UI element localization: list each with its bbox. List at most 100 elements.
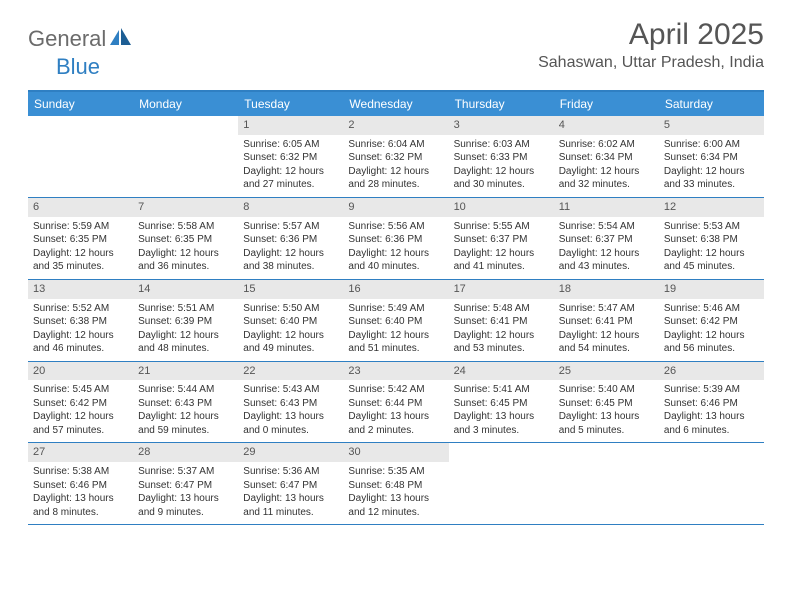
day-daylight1: Daylight: 12 hours <box>559 165 654 179</box>
day-daylight1: Daylight: 12 hours <box>138 329 233 343</box>
day-sunrise: Sunrise: 5:49 AM <box>348 302 443 316</box>
day-sunset: Sunset: 6:45 PM <box>454 397 549 411</box>
day-cell: 1Sunrise: 6:05 AMSunset: 6:32 PMDaylight… <box>238 116 343 197</box>
day-daylight2: and 54 minutes. <box>559 342 654 356</box>
day-sunset: Sunset: 6:34 PM <box>664 151 759 165</box>
day-daylight2: and 0 minutes. <box>243 424 338 438</box>
day-body: Sunrise: 5:37 AMSunset: 6:47 PMDaylight:… <box>133 462 238 524</box>
day-body: Sunrise: 5:38 AMSunset: 6:46 PMDaylight:… <box>28 462 133 524</box>
day-sunset: Sunset: 6:43 PM <box>243 397 338 411</box>
day-cell: 28Sunrise: 5:37 AMSunset: 6:47 PMDayligh… <box>133 443 238 524</box>
day-daylight2: and 3 minutes. <box>454 424 549 438</box>
weeks-container: 1Sunrise: 6:05 AMSunset: 6:32 PMDaylight… <box>28 116 764 525</box>
day-number: 16 <box>343 280 448 299</box>
day-sunset: Sunset: 6:39 PM <box>138 315 233 329</box>
day-number: 14 <box>133 280 238 299</box>
day-cell: 16Sunrise: 5:49 AMSunset: 6:40 PMDayligh… <box>343 280 448 361</box>
calendar-page: General April 2025 Sahaswan, Uttar Prade… <box>0 0 792 543</box>
day-sunset: Sunset: 6:43 PM <box>138 397 233 411</box>
day-cell: 22Sunrise: 5:43 AMSunset: 6:43 PMDayligh… <box>238 362 343 443</box>
title-block: April 2025 Sahaswan, Uttar Pradesh, Indi… <box>538 18 764 72</box>
day-sunset: Sunset: 6:48 PM <box>348 479 443 493</box>
day-daylight1: Daylight: 12 hours <box>348 329 443 343</box>
day-body: Sunrise: 5:50 AMSunset: 6:40 PMDaylight:… <box>238 299 343 361</box>
day-daylight2: and 48 minutes. <box>138 342 233 356</box>
week-row: 13Sunrise: 5:52 AMSunset: 6:38 PMDayligh… <box>28 280 764 362</box>
day-cell: 11Sunrise: 5:54 AMSunset: 6:37 PMDayligh… <box>554 198 659 279</box>
day-daylight1: Daylight: 12 hours <box>33 247 128 261</box>
day-sunset: Sunset: 6:33 PM <box>454 151 549 165</box>
day-daylight2: and 38 minutes. <box>243 260 338 274</box>
day-daylight2: and 30 minutes. <box>454 178 549 192</box>
day-daylight2: and 49 minutes. <box>243 342 338 356</box>
day-sunset: Sunset: 6:32 PM <box>348 151 443 165</box>
day-number: 1 <box>238 116 343 135</box>
day-daylight2: and 9 minutes. <box>138 506 233 520</box>
day-daylight2: and 36 minutes. <box>138 260 233 274</box>
day-sunrise: Sunrise: 5:37 AM <box>138 465 233 479</box>
day-cell: 19Sunrise: 5:46 AMSunset: 6:42 PMDayligh… <box>659 280 764 361</box>
day-sunset: Sunset: 6:40 PM <box>243 315 338 329</box>
day-daylight2: and 12 minutes. <box>348 506 443 520</box>
day-number: 4 <box>554 116 659 135</box>
day-sunset: Sunset: 6:35 PM <box>33 233 128 247</box>
day-body: Sunrise: 5:53 AMSunset: 6:38 PMDaylight:… <box>659 217 764 279</box>
day-sunrise: Sunrise: 5:47 AM <box>559 302 654 316</box>
day-daylight2: and 32 minutes. <box>559 178 654 192</box>
day-sunset: Sunset: 6:38 PM <box>33 315 128 329</box>
day-sunset: Sunset: 6:37 PM <box>559 233 654 247</box>
day-number: 8 <box>238 198 343 217</box>
day-sunrise: Sunrise: 5:53 AM <box>664 220 759 234</box>
day-sunrise: Sunrise: 5:35 AM <box>348 465 443 479</box>
day-sunrise: Sunrise: 5:45 AM <box>33 383 128 397</box>
day-daylight1: Daylight: 12 hours <box>454 329 549 343</box>
day-cell: 21Sunrise: 5:44 AMSunset: 6:43 PMDayligh… <box>133 362 238 443</box>
day-number: 11 <box>554 198 659 217</box>
day-number: 23 <box>343 362 448 381</box>
day-daylight1: Daylight: 13 hours <box>243 410 338 424</box>
day-daylight2: and 59 minutes. <box>138 424 233 438</box>
day-daylight1: Daylight: 12 hours <box>664 247 759 261</box>
day-number: 30 <box>343 443 448 462</box>
day-number: 20 <box>28 362 133 381</box>
day-cell <box>133 116 238 197</box>
day-body: Sunrise: 6:05 AMSunset: 6:32 PMDaylight:… <box>238 135 343 197</box>
day-body: Sunrise: 5:44 AMSunset: 6:43 PMDaylight:… <box>133 380 238 442</box>
logo-text-blue: Blue <box>56 54 100 79</box>
day-body: Sunrise: 6:00 AMSunset: 6:34 PMDaylight:… <box>659 135 764 197</box>
day-cell <box>554 443 659 524</box>
day-cell: 15Sunrise: 5:50 AMSunset: 6:40 PMDayligh… <box>238 280 343 361</box>
week-row: 6Sunrise: 5:59 AMSunset: 6:35 PMDaylight… <box>28 198 764 280</box>
day-number: 15 <box>238 280 343 299</box>
day-body: Sunrise: 5:51 AMSunset: 6:39 PMDaylight:… <box>133 299 238 361</box>
day-sunrise: Sunrise: 5:56 AM <box>348 220 443 234</box>
day-body: Sunrise: 5:49 AMSunset: 6:40 PMDaylight:… <box>343 299 448 361</box>
day-daylight1: Daylight: 12 hours <box>33 329 128 343</box>
day-body: Sunrise: 5:42 AMSunset: 6:44 PMDaylight:… <box>343 380 448 442</box>
day-sunrise: Sunrise: 5:58 AM <box>138 220 233 234</box>
day-sunset: Sunset: 6:42 PM <box>33 397 128 411</box>
day-sunset: Sunset: 6:37 PM <box>454 233 549 247</box>
day-number: 6 <box>28 198 133 217</box>
day-daylight1: Daylight: 12 hours <box>243 165 338 179</box>
day-cell: 17Sunrise: 5:48 AMSunset: 6:41 PMDayligh… <box>449 280 554 361</box>
day-body: Sunrise: 5:36 AMSunset: 6:47 PMDaylight:… <box>238 462 343 524</box>
day-daylight1: Daylight: 12 hours <box>664 165 759 179</box>
day-number: 29 <box>238 443 343 462</box>
day-body: Sunrise: 5:55 AMSunset: 6:37 PMDaylight:… <box>449 217 554 279</box>
day-body: Sunrise: 6:04 AMSunset: 6:32 PMDaylight:… <box>343 135 448 197</box>
day-sunset: Sunset: 6:36 PM <box>348 233 443 247</box>
day-daylight2: and 51 minutes. <box>348 342 443 356</box>
day-body: Sunrise: 5:48 AMSunset: 6:41 PMDaylight:… <box>449 299 554 361</box>
weekday-saturday: Saturday <box>659 92 764 116</box>
weekday-thursday: Thursday <box>449 92 554 116</box>
day-daylight2: and 28 minutes. <box>348 178 443 192</box>
day-body: Sunrise: 5:57 AMSunset: 6:36 PMDaylight:… <box>238 217 343 279</box>
day-cell <box>449 443 554 524</box>
day-daylight2: and 8 minutes. <box>33 506 128 520</box>
day-daylight1: Daylight: 12 hours <box>664 329 759 343</box>
day-daylight1: Daylight: 12 hours <box>454 247 549 261</box>
day-daylight1: Daylight: 13 hours <box>243 492 338 506</box>
day-daylight1: Daylight: 12 hours <box>243 247 338 261</box>
day-sunrise: Sunrise: 5:57 AM <box>243 220 338 234</box>
